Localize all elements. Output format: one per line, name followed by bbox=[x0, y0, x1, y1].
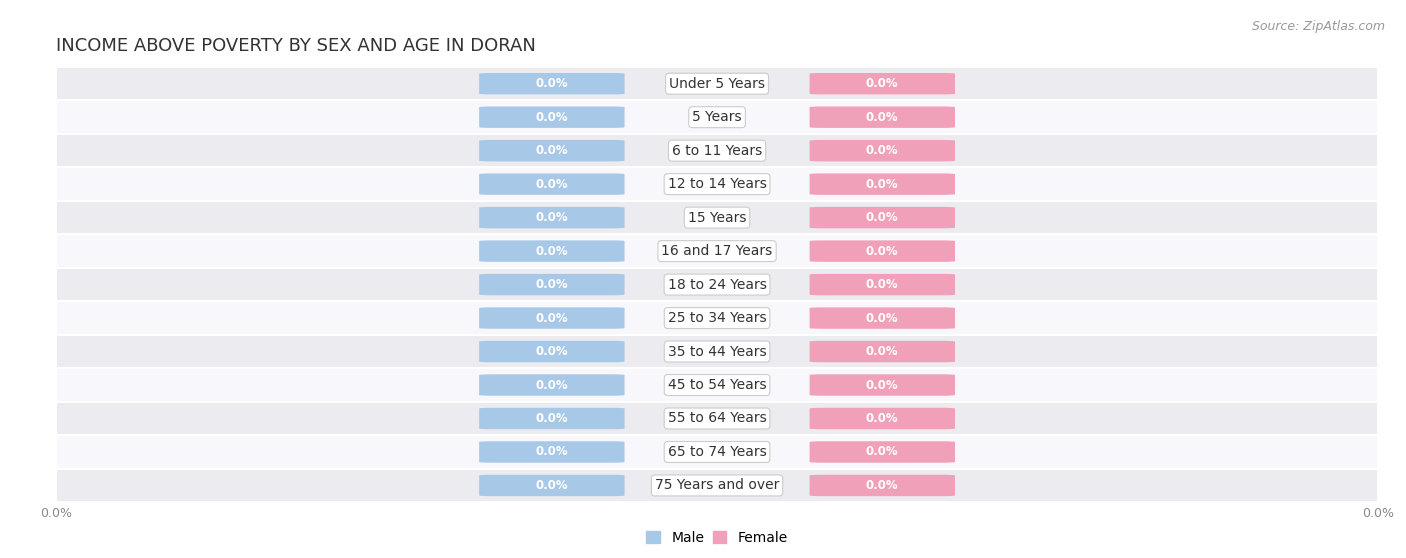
FancyBboxPatch shape bbox=[810, 475, 955, 496]
Text: 65 to 74 Years: 65 to 74 Years bbox=[668, 445, 766, 459]
FancyBboxPatch shape bbox=[56, 201, 1378, 234]
FancyBboxPatch shape bbox=[479, 240, 624, 262]
Text: 0.0%: 0.0% bbox=[536, 345, 568, 358]
Text: 18 to 24 Years: 18 to 24 Years bbox=[668, 277, 766, 292]
Text: 0.0%: 0.0% bbox=[866, 144, 898, 157]
FancyBboxPatch shape bbox=[479, 341, 624, 362]
Text: 6 to 11 Years: 6 to 11 Years bbox=[672, 143, 762, 158]
FancyBboxPatch shape bbox=[810, 240, 955, 262]
FancyBboxPatch shape bbox=[479, 174, 624, 195]
FancyBboxPatch shape bbox=[56, 368, 1378, 402]
FancyBboxPatch shape bbox=[56, 301, 1378, 335]
Text: 0.0%: 0.0% bbox=[866, 311, 898, 325]
Text: Source: ZipAtlas.com: Source: ZipAtlas.com bbox=[1251, 20, 1385, 32]
FancyBboxPatch shape bbox=[56, 234, 1378, 268]
Text: Under 5 Years: Under 5 Years bbox=[669, 76, 765, 91]
FancyBboxPatch shape bbox=[810, 341, 955, 362]
FancyBboxPatch shape bbox=[56, 67, 1378, 100]
FancyBboxPatch shape bbox=[479, 73, 624, 94]
Text: 0.0%: 0.0% bbox=[866, 345, 898, 358]
Text: 12 to 14 Years: 12 to 14 Years bbox=[668, 177, 766, 191]
Legend: Male, Female: Male, Female bbox=[644, 528, 790, 547]
Text: 0.0%: 0.0% bbox=[536, 77, 568, 90]
Text: 0.0%: 0.0% bbox=[866, 110, 898, 124]
Text: 0.0%: 0.0% bbox=[536, 311, 568, 325]
FancyBboxPatch shape bbox=[56, 167, 1378, 201]
Text: 0.0%: 0.0% bbox=[536, 412, 568, 425]
Text: 25 to 34 Years: 25 to 34 Years bbox=[668, 311, 766, 325]
Text: 0.0%: 0.0% bbox=[866, 412, 898, 425]
Text: 0.0%: 0.0% bbox=[866, 278, 898, 291]
FancyBboxPatch shape bbox=[810, 140, 955, 161]
Text: 75 Years and over: 75 Years and over bbox=[655, 478, 779, 493]
Text: 0.0%: 0.0% bbox=[536, 177, 568, 191]
Text: 0.0%: 0.0% bbox=[866, 77, 898, 90]
FancyBboxPatch shape bbox=[479, 475, 624, 496]
Text: 0.0%: 0.0% bbox=[866, 211, 898, 224]
FancyBboxPatch shape bbox=[810, 441, 955, 463]
Text: 0.0%: 0.0% bbox=[866, 378, 898, 392]
FancyBboxPatch shape bbox=[56, 134, 1378, 167]
FancyBboxPatch shape bbox=[479, 140, 624, 161]
FancyBboxPatch shape bbox=[56, 435, 1378, 469]
Text: INCOME ABOVE POVERTY BY SEX AND AGE IN DORAN: INCOME ABOVE POVERTY BY SEX AND AGE IN D… bbox=[56, 37, 536, 55]
FancyBboxPatch shape bbox=[56, 100, 1378, 134]
Text: 0.0%: 0.0% bbox=[536, 378, 568, 392]
FancyBboxPatch shape bbox=[810, 374, 955, 396]
Text: 16 and 17 Years: 16 and 17 Years bbox=[661, 244, 773, 258]
Text: 0.0%: 0.0% bbox=[866, 479, 898, 492]
Text: 45 to 54 Years: 45 to 54 Years bbox=[668, 378, 766, 392]
FancyBboxPatch shape bbox=[810, 207, 955, 228]
FancyBboxPatch shape bbox=[810, 73, 955, 94]
Text: 5 Years: 5 Years bbox=[692, 110, 742, 124]
FancyBboxPatch shape bbox=[479, 374, 624, 396]
Text: 0.0%: 0.0% bbox=[536, 278, 568, 291]
FancyBboxPatch shape bbox=[56, 268, 1378, 301]
FancyBboxPatch shape bbox=[479, 274, 624, 295]
FancyBboxPatch shape bbox=[56, 335, 1378, 368]
FancyBboxPatch shape bbox=[479, 307, 624, 329]
FancyBboxPatch shape bbox=[479, 107, 624, 128]
Text: 0.0%: 0.0% bbox=[536, 479, 568, 492]
FancyBboxPatch shape bbox=[56, 402, 1378, 435]
Text: 0.0%: 0.0% bbox=[866, 244, 898, 258]
FancyBboxPatch shape bbox=[810, 174, 955, 195]
FancyBboxPatch shape bbox=[810, 274, 955, 295]
Text: 35 to 44 Years: 35 to 44 Years bbox=[668, 344, 766, 359]
Text: 15 Years: 15 Years bbox=[688, 210, 747, 225]
Text: 0.0%: 0.0% bbox=[536, 144, 568, 157]
FancyBboxPatch shape bbox=[479, 207, 624, 228]
Text: 0.0%: 0.0% bbox=[536, 211, 568, 224]
FancyBboxPatch shape bbox=[56, 469, 1378, 502]
Text: 0.0%: 0.0% bbox=[866, 177, 898, 191]
Text: 55 to 64 Years: 55 to 64 Years bbox=[668, 411, 766, 426]
FancyBboxPatch shape bbox=[479, 441, 624, 463]
FancyBboxPatch shape bbox=[479, 408, 624, 429]
FancyBboxPatch shape bbox=[810, 107, 955, 128]
FancyBboxPatch shape bbox=[810, 408, 955, 429]
FancyBboxPatch shape bbox=[810, 307, 955, 329]
Text: 0.0%: 0.0% bbox=[536, 445, 568, 459]
Text: 0.0%: 0.0% bbox=[866, 445, 898, 459]
Text: 0.0%: 0.0% bbox=[536, 110, 568, 124]
Text: 0.0%: 0.0% bbox=[536, 244, 568, 258]
